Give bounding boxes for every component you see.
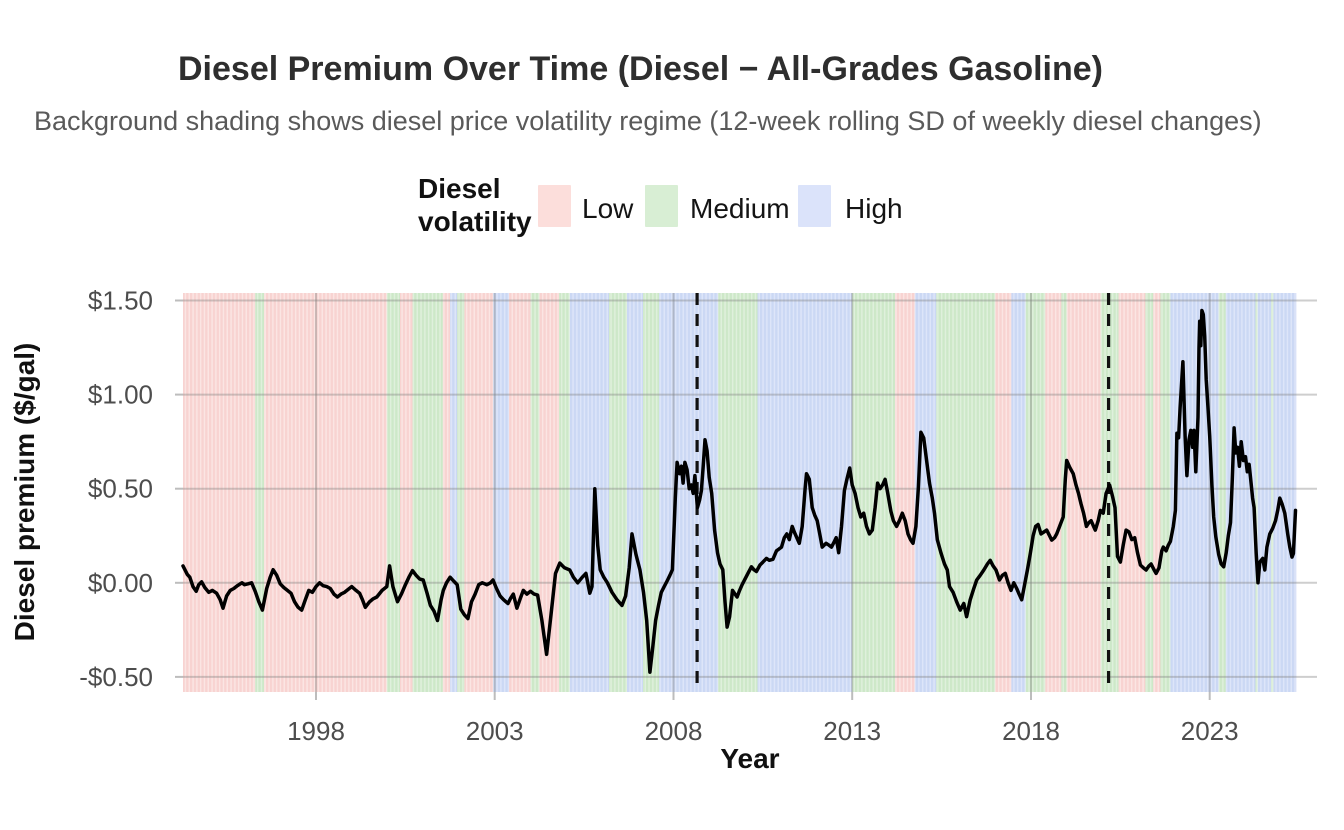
y-tick-label: $1.00 — [88, 380, 153, 410]
regime-band-high — [914, 293, 937, 692]
regime-band-medium — [609, 293, 627, 692]
legend-title-line1: Diesel — [418, 173, 501, 204]
chart-title: Diesel Premium Over Time (Diesel − All-G… — [178, 50, 1103, 88]
y-tick-label: -$0.50 — [79, 662, 153, 692]
axis-ticks — [175, 299, 1211, 700]
regime-band-low — [1045, 293, 1062, 692]
x-axis-title: Year — [720, 743, 779, 774]
regime-band-low — [442, 293, 451, 692]
regime-band-medium — [412, 293, 443, 692]
chart-subtitle: Background shading shows diesel price vo… — [34, 106, 1262, 136]
regime-band-low — [1153, 293, 1161, 692]
y-tick-label: $0.50 — [88, 474, 153, 504]
regime-band-high — [1257, 293, 1272, 692]
diesel-premium-series — [181, 308, 1298, 674]
legend-label-medium: Medium — [690, 193, 790, 224]
legend-title: Diesel volatility — [418, 172, 532, 238]
legend-swatch-medium — [645, 185, 678, 227]
regime-band-low — [183, 293, 256, 692]
regime-band-high — [627, 293, 644, 692]
regime-band-medium — [936, 293, 996, 692]
y-tick-label: $0.00 — [88, 568, 153, 598]
regime-band-medium — [255, 293, 265, 692]
regime-band-low — [895, 293, 915, 692]
premium-line — [181, 308, 1298, 674]
regime-band-medium — [457, 293, 465, 692]
regime-band-low — [509, 293, 531, 692]
x-tick-label: 2003 — [466, 716, 524, 746]
regime-band-medium — [718, 293, 758, 692]
regime-band-medium — [643, 293, 660, 692]
legend-label-high: High — [845, 193, 903, 224]
regime-band-medium — [1271, 293, 1274, 692]
volatility-bands — [183, 293, 1297, 692]
regime-band-low — [464, 293, 493, 692]
x-tick-label: 2023 — [1181, 716, 1239, 746]
y-tick-label: $1.50 — [88, 286, 153, 316]
x-tick-label: 2013 — [823, 716, 881, 746]
regime-band-medium — [386, 293, 400, 692]
legend-swatch-high — [798, 185, 831, 227]
gridlines — [183, 293, 1317, 692]
regime-band-low — [1066, 293, 1101, 692]
regime-band-medium — [1160, 293, 1171, 692]
x-tick-label: 2018 — [1002, 716, 1060, 746]
regime-band-low — [1118, 293, 1146, 692]
x-tick-label: 1998 — [287, 716, 345, 746]
regime-band-medium — [559, 293, 570, 692]
regime-band-high — [450, 293, 458, 692]
legend-label-low: Low — [582, 193, 634, 224]
y-axis-title: Diesel premium ($/gal) — [9, 343, 40, 642]
regime-band-medium — [1218, 293, 1226, 692]
legend-title-line2: volatility — [418, 206, 532, 237]
regime-band-medium — [1255, 293, 1258, 692]
regime-band-low — [400, 293, 413, 692]
axis-tick-labels: $1.50 $1.00 $0.50 $0.00 -$0.50 1998 2003 2008 20… — [79, 286, 1238, 747]
regime-band-medium — [530, 293, 540, 692]
regime-band-high — [659, 293, 719, 692]
regime-band-high — [1011, 293, 1026, 692]
regime-band-medium — [1145, 293, 1154, 692]
regime-band-medium — [1025, 293, 1046, 692]
regime-band-low — [995, 293, 1012, 692]
legend-swatch-low — [538, 185, 571, 227]
x-tick-label: 2008 — [645, 716, 703, 746]
regime-band-low — [264, 293, 387, 692]
regime-band-high — [569, 293, 610, 692]
regime-band-high — [1273, 293, 1297, 692]
